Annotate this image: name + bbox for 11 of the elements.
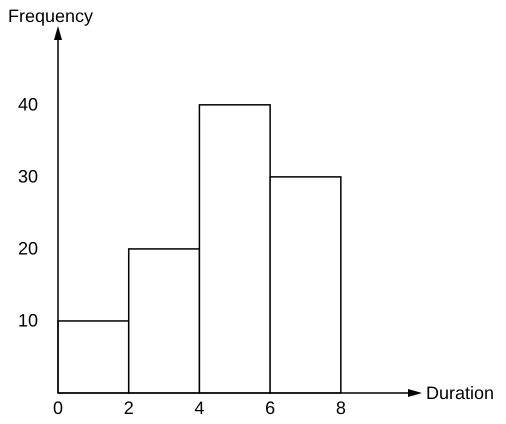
- y-tick-label: 40: [18, 94, 38, 115]
- x-tick-label: 6: [265, 398, 276, 418]
- y-tick-label: 30: [18, 166, 38, 187]
- x-tick-label: 8: [336, 398, 346, 418]
- y-tick-label: 10: [18, 310, 38, 331]
- x-tick-label: 2: [124, 398, 134, 418]
- x-axis-title: Duration: [426, 383, 494, 403]
- x-tick-label: 4: [194, 398, 204, 418]
- x-tick-label: 0: [52, 398, 64, 418]
- y-tick-label: 20: [18, 238, 38, 259]
- y-axis-title: Frequency: [8, 6, 94, 26]
